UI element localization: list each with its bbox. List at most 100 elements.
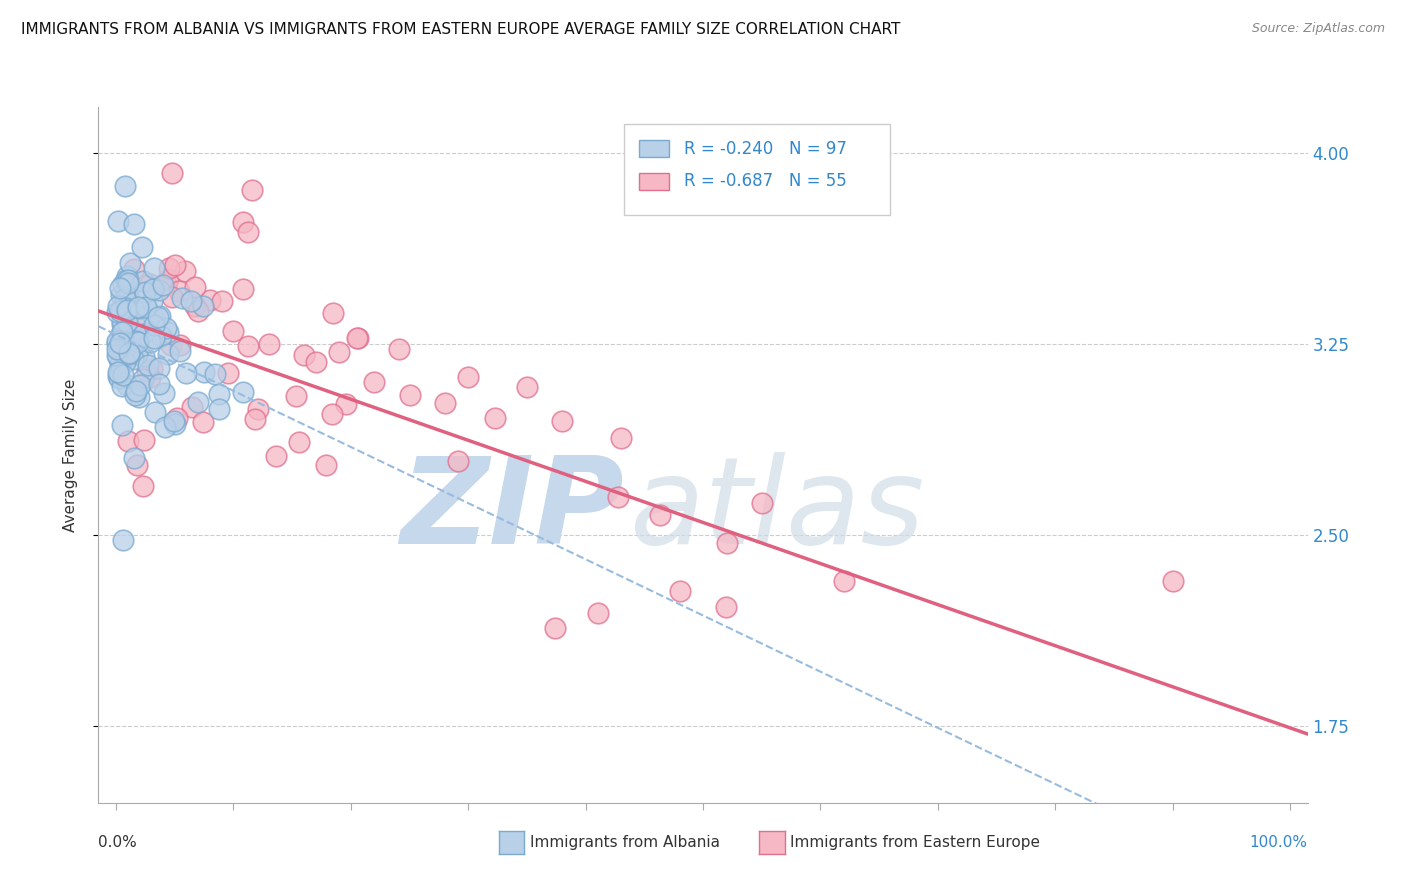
Text: IMMIGRANTS FROM ALBANIA VS IMMIGRANTS FROM EASTERN EUROPE AVERAGE FAMILY SIZE CO: IMMIGRANTS FROM ALBANIA VS IMMIGRANTS FR… [21,22,900,37]
Point [107,213,129,227]
Point [107,334,129,348]
Point [162,290,184,304]
Point [127,458,149,472]
Point [335,397,357,411]
Point [200,293,222,307]
Point [193,299,215,313]
FancyBboxPatch shape [624,124,890,215]
Point [127,326,149,341]
Point [127,347,149,361]
Point [136,358,159,372]
Text: R = -0.687   N = 55: R = -0.687 N = 55 [683,172,846,191]
Point [152,386,174,401]
Point [208,386,231,401]
Text: 0.0%: 0.0% [98,836,138,850]
Point [447,454,470,468]
Point [457,370,479,384]
Point [108,336,131,351]
Point [181,400,204,414]
Point [117,333,139,347]
Point [716,599,738,614]
Point [115,269,138,284]
Point [157,272,180,286]
Point [167,285,190,299]
Y-axis label: Average Family Size: Average Family Size [63,378,77,532]
Point [157,260,180,275]
Point [122,352,145,367]
Point [668,584,690,599]
Point [115,378,138,392]
Point [1161,574,1184,588]
Text: Source: ZipAtlas.com: Source: ZipAtlas.com [1251,22,1385,36]
Point [124,334,146,348]
Point [148,283,170,297]
Point [141,361,163,376]
Point [716,536,738,550]
Point [118,349,141,363]
Point [232,282,254,296]
Point [110,303,132,318]
Point [139,335,162,350]
Point [128,390,150,404]
Point [246,402,269,417]
Point [321,407,343,421]
Point [832,574,855,588]
Point [117,277,139,291]
Point [114,355,136,369]
Point [118,345,141,359]
Point [108,357,131,371]
Point [169,337,191,351]
Point [131,240,153,254]
Point [118,344,141,359]
Point [129,318,152,332]
Point [610,431,633,445]
Point [257,337,280,351]
Point [114,301,136,315]
Point [105,348,128,362]
Text: ZIP: ZIP [401,452,624,569]
Point [124,261,146,276]
Point [111,346,134,360]
Text: Immigrants from Eastern Europe: Immigrants from Eastern Europe [790,836,1040,850]
Point [433,395,456,409]
Point [108,280,131,294]
Point [146,310,169,325]
Point [153,420,176,434]
Point [648,508,671,522]
Point [122,217,145,231]
Point [166,411,188,425]
Point [148,376,170,391]
Point [159,337,181,351]
Point [322,306,344,320]
Point [142,282,165,296]
Point [173,264,195,278]
Point [240,183,263,197]
Point [163,258,186,272]
Point [148,360,170,375]
Point [134,285,156,299]
Point [232,384,254,399]
Point [105,305,128,319]
Point [131,317,153,331]
Point [184,299,207,313]
Point [111,379,134,393]
Point [245,411,267,425]
Point [110,287,132,301]
Point [388,342,411,356]
Point [111,317,134,331]
Point [112,533,135,548]
Point [105,335,128,350]
Point [264,449,287,463]
Point [287,435,309,450]
Point [315,458,337,472]
Point [141,293,163,308]
Point [114,291,136,305]
Point [132,349,155,363]
Point [142,260,165,275]
Point [157,325,180,339]
Point [304,355,326,369]
Point [155,321,177,335]
Point [191,415,214,429]
Point [551,413,574,427]
Point [111,325,134,339]
